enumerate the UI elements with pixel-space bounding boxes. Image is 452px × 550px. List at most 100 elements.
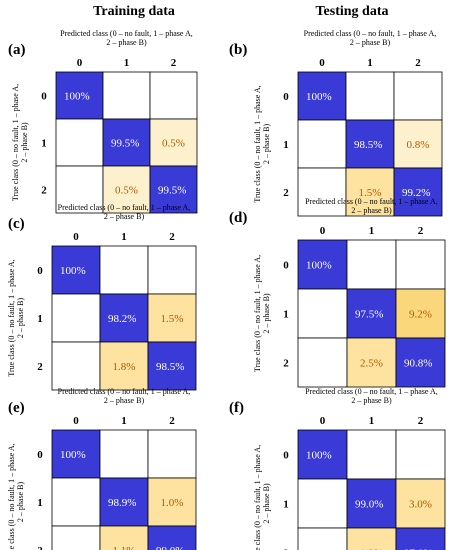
matrix-cell bbox=[297, 337, 348, 388]
predicted-class-label: Predicted class (0 – no fault, 1 – phase… bbox=[304, 29, 437, 38]
column-tick-label: 1 bbox=[369, 415, 375, 427]
true-class-label: 2 – phase B) bbox=[20, 122, 29, 163]
matrix-cell bbox=[149, 165, 198, 214]
matrix-cell bbox=[395, 288, 446, 339]
matrix-cell bbox=[51, 293, 101, 343]
predicted-class-label: 2 – phase B) bbox=[350, 38, 391, 47]
row-tick-label: 1 bbox=[37, 313, 43, 325]
matrix-cell bbox=[51, 477, 101, 527]
column-tick-label: 1 bbox=[124, 57, 130, 69]
row-tick-label: 0 bbox=[37, 449, 43, 461]
matrix-cell bbox=[297, 429, 348, 480]
matrix-cell bbox=[102, 71, 151, 120]
row-tick-label: 1 bbox=[283, 139, 289, 151]
cell-value-label: 99.5% bbox=[158, 185, 186, 197]
true-class-label: 2 – phase B) bbox=[262, 124, 271, 165]
matrix-cell bbox=[51, 245, 101, 295]
cell-value-label: 1.1% bbox=[113, 545, 136, 550]
predicted-class-label: 2 – phase B) bbox=[104, 212, 145, 221]
true-class-label: True class (0 – no fault, 1 – phase A, bbox=[7, 259, 16, 376]
matrix-cell bbox=[393, 167, 443, 217]
column-tick-label: 2 bbox=[418, 415, 424, 427]
cell-value-label: 0.8% bbox=[407, 139, 430, 151]
matrix-cell bbox=[395, 478, 446, 529]
row-tick-label: 2 bbox=[37, 361, 43, 373]
cell-value-label: 1.0% bbox=[161, 497, 184, 509]
cell-value-label: 0.5% bbox=[162, 138, 185, 150]
row-tick-label: 0 bbox=[41, 91, 47, 103]
column-tick-label: 0 bbox=[320, 415, 326, 427]
row-tick-label: 1 bbox=[41, 138, 47, 150]
predicted-class-label: Predicted class (0 – no fault, 1 – phase… bbox=[58, 203, 191, 212]
matrix-cell bbox=[297, 239, 348, 290]
cell-value-label: 98.2% bbox=[108, 313, 136, 325]
matrix-cell bbox=[149, 71, 198, 120]
row-tick-label: 1 bbox=[37, 497, 43, 509]
cell-value-label: 100% bbox=[306, 260, 332, 272]
matrix-cell bbox=[297, 167, 347, 217]
cell-value-label: 98.5% bbox=[354, 139, 382, 151]
matrix-cell bbox=[51, 429, 101, 479]
matrix-cell bbox=[99, 477, 149, 527]
column-tick-label: 2 bbox=[169, 231, 175, 243]
column-tick-label: 0 bbox=[320, 225, 326, 237]
cell-value-label: 97.0% bbox=[404, 548, 432, 550]
matrix-cell bbox=[55, 118, 104, 167]
column-tick-label: 0 bbox=[77, 57, 83, 69]
matrix-cell bbox=[99, 525, 149, 550]
matrix-cell bbox=[395, 239, 446, 290]
matrix-cell bbox=[346, 337, 397, 388]
predicted-class-label: Predicted class (0 – no fault, 1 – phase… bbox=[305, 197, 438, 206]
cell-value-label: 98.9% bbox=[108, 497, 136, 509]
matrix-cell bbox=[395, 527, 446, 550]
true-class-label: 2 – phase B) bbox=[16, 482, 25, 523]
predicted-class-label: Predicted class (0 – no fault, 1 – phase… bbox=[58, 387, 191, 396]
matrix-cell bbox=[346, 527, 397, 550]
matrix-cell bbox=[149, 118, 198, 167]
cell-value-label: 1.0% bbox=[360, 548, 383, 550]
column-tick-label: 2 bbox=[171, 57, 177, 69]
matrix-cell bbox=[99, 429, 149, 479]
panel-label: (b) bbox=[229, 42, 247, 58]
matrix-cell bbox=[297, 288, 348, 339]
panel-label: (c) bbox=[8, 216, 25, 232]
row-tick-label: 0 bbox=[283, 91, 289, 103]
column-tick-label: 2 bbox=[418, 225, 424, 237]
row-tick-label: 2 bbox=[37, 545, 43, 550]
matrix-cell bbox=[147, 525, 197, 550]
predicted-class-label: Predicted class (0 – no fault, 1 – phase… bbox=[305, 387, 438, 396]
predicted-class-label: 2 – phase B) bbox=[351, 206, 392, 215]
true-class-label: True class (0 – no fault, 1 – phase A, bbox=[11, 84, 20, 201]
cell-value-label: 100% bbox=[306, 91, 332, 103]
row-tick-label: 2 bbox=[283, 358, 289, 370]
predicted-class-label: 2 – phase B) bbox=[106, 38, 147, 47]
cell-value-label: 1.8% bbox=[113, 361, 136, 373]
matrix-cell bbox=[297, 527, 348, 550]
matrix-cell bbox=[346, 288, 397, 339]
matrix-cell bbox=[393, 119, 443, 169]
matrix-cell bbox=[147, 341, 197, 391]
cell-value-label: 9.2% bbox=[409, 309, 432, 321]
matrix-cell bbox=[99, 245, 149, 295]
column-title-testing: Testing data bbox=[315, 4, 389, 19]
column-tick-label: 1 bbox=[367, 57, 373, 69]
matrix-cell bbox=[395, 429, 446, 480]
matrix-cell bbox=[55, 71, 104, 120]
column-tick-label: 2 bbox=[415, 57, 421, 69]
matrix-cell bbox=[346, 239, 397, 290]
true-class-label: True class (0 – no fault, 1 – phase A, bbox=[253, 445, 262, 550]
true-class-label: 2 – phase B) bbox=[262, 293, 271, 334]
matrix-cell bbox=[99, 293, 149, 343]
cell-value-label: 97.5% bbox=[355, 309, 383, 321]
matrix-cell bbox=[395, 337, 446, 388]
row-tick-label: 2 bbox=[41, 185, 47, 197]
row-tick-label: 2 bbox=[283, 548, 289, 550]
cell-value-label: 90.8% bbox=[404, 358, 432, 370]
matrix-cell bbox=[297, 119, 347, 169]
matrix-cell bbox=[393, 71, 443, 121]
column-tick-label: 1 bbox=[121, 231, 127, 243]
predicted-class-label: 2 – phase B) bbox=[104, 396, 145, 405]
predicted-class-label: Predicted class (0 – no fault, 1 – phase… bbox=[60, 29, 193, 38]
cell-value-label: 1.5% bbox=[359, 187, 382, 199]
